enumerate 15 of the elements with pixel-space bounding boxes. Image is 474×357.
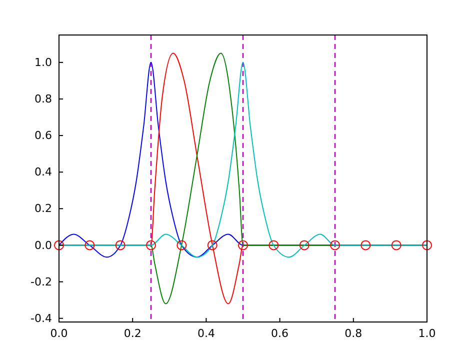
x-tick-label: 0.4 [197,326,215,340]
y-tick-label: 0.2 [34,202,52,216]
y-tick-label: 0.6 [34,129,52,142]
x-tick-label: 1.0 [418,326,436,340]
x-tick-label: 0.2 [124,326,142,340]
y-tick-label: 0.4 [34,166,52,179]
y-tick-label: -0.2 [30,275,52,288]
y-tick-label: 0.0 [34,238,52,252]
x-tick-label: 0.0 [50,326,68,340]
line-series [59,62,427,258]
y-tick-label: -0.4 [30,312,52,325]
y-tick-label: 1.0 [34,56,52,69]
x-tick-label: 0.6 [271,326,289,340]
x-tick-label: 0.8 [344,326,362,340]
y-tick-label: 0.8 [34,92,52,106]
